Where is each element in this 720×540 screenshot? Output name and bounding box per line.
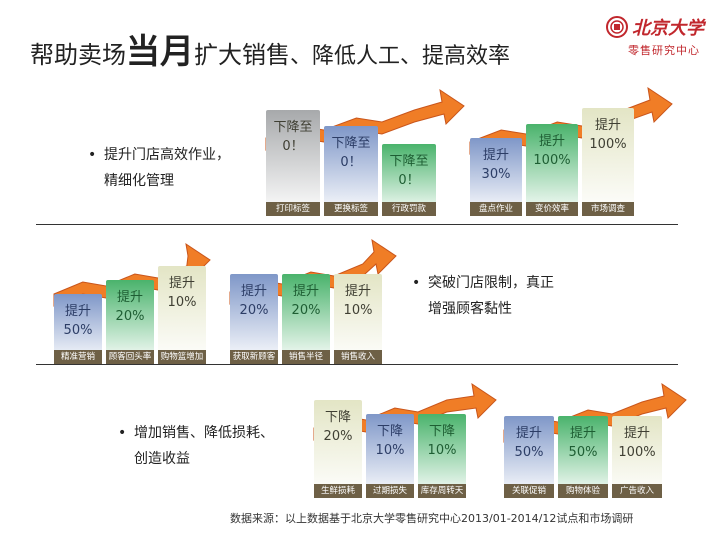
bullet-dot-icon: • <box>412 275 421 291</box>
stat-value: 提升 100% <box>618 426 656 460</box>
stat-label: 更换标签 <box>324 202 378 216</box>
stat-value: 提升 10% <box>167 276 197 310</box>
section-divider <box>36 364 678 365</box>
stat-value: 提升 20% <box>291 284 321 318</box>
stat-label: 销售收入 <box>334 350 382 364</box>
stat-bar: 提升 100% 变价效率 <box>526 124 578 216</box>
stat-bar: 提升 10% 购物篮增加 <box>158 266 206 364</box>
stat-bar: 提升 30% 盘点作业 <box>470 138 522 216</box>
stat-label: 过期损失 <box>366 484 414 498</box>
stat-bar: 提升 20% 销售半径 <box>282 274 330 364</box>
stat-label: 获取新顾客 <box>230 350 278 364</box>
stat-group-revenue: 提升 50% 关联促销 提升 50% 购物体验 提升 100% 广告收入 <box>496 374 690 498</box>
stat-bar: 提升 50% 关联促销 <box>504 416 554 498</box>
stat-bar: 下降 10% 过期损失 <box>366 414 414 498</box>
stat-bar: 提升 50% 精准营销 <box>54 294 102 364</box>
stat-label: 购物体验 <box>558 484 608 498</box>
stat-bar: 下降至 0！ 行政罚款 <box>382 144 436 216</box>
stat-bar: 下降 10% 库存周转天 <box>418 414 466 498</box>
stat-bar: 下降至 0！ 打印标签 <box>266 110 320 216</box>
logo-subtitle: 零售研究中心 <box>628 44 700 57</box>
bullet-text: • 提升门店高效作业， 精细化管理 <box>88 142 230 194</box>
stat-label: 行政罚款 <box>382 202 436 216</box>
stat-group-loss: 下降 20% 生鲜损耗 下降 10% 过期损失 下降 10% 库存周转天 <box>300 374 500 498</box>
stat-label: 打印标签 <box>266 202 320 216</box>
stat-group-efficiency: 提升 30% 盘点作业 提升 100% 变价效率 提升 100% 市场调查 <box>462 78 676 216</box>
stat-label: 顾客回头率 <box>106 350 154 364</box>
stat-value: 下降至 0！ <box>331 136 371 170</box>
stat-value: 下降 10% <box>375 424 405 458</box>
seal-icon <box>606 16 628 38</box>
stat-bar: 提升 100% 广告收入 <box>612 416 662 498</box>
stat-label: 变价效率 <box>526 202 578 216</box>
bullet-dot-icon: • <box>118 425 127 441</box>
stat-group-store-ops: 下降至 0！ 打印标签 下降至 0！ 更换标签 下降至 0！ 行政罚款 <box>254 80 468 216</box>
stat-label: 关联促销 <box>504 484 554 498</box>
stat-value: 提升 50% <box>63 304 93 338</box>
stat-value: 提升 100% <box>533 134 571 168</box>
stat-value: 提升 30% <box>481 148 511 182</box>
stat-bar: 提升 20% 顾客回头率 <box>106 280 154 364</box>
stat-value: 下降至 0！ <box>389 154 429 188</box>
stat-label: 广告收入 <box>612 484 662 498</box>
stat-bar: 提升 20% 获取新顾客 <box>230 274 278 364</box>
stat-value: 下降 20% <box>323 410 353 444</box>
logo-name: 北京大学 <box>632 18 704 39</box>
title-part-1: 帮助卖场 <box>30 41 126 69</box>
stat-value: 提升 20% <box>115 290 145 324</box>
stat-value: 提升 20% <box>239 284 269 318</box>
stat-bar: 提升 10% 销售收入 <box>334 274 382 364</box>
bullet-dot-icon: • <box>88 147 97 163</box>
logo: 北京大学 零售研究中心 <box>606 14 716 60</box>
stat-label: 购物篮增加 <box>158 350 206 364</box>
bullet-text: • 增加销售、降低损耗、 创造收益 <box>118 420 274 472</box>
stat-group-loyalty: 提升 50% 精准营销 提升 20% 顾客回头率 提升 10% 购物篮增加 <box>50 234 214 364</box>
stat-value: 提升 50% <box>514 426 544 460</box>
stat-label: 库存周转天 <box>418 484 466 498</box>
title-emphasis: 当月 <box>126 32 194 72</box>
stat-bar: 下降至 0！ 更换标签 <box>324 126 378 216</box>
stat-value: 提升 100% <box>589 118 627 152</box>
stat-value: 下降至 0！ <box>273 120 313 154</box>
page-title: 帮助卖场当月扩大销售、降低人工、提高效率 <box>30 24 510 73</box>
stat-label: 精准营销 <box>54 350 102 364</box>
stat-value: 提升 50% <box>568 426 598 460</box>
stat-label: 盘点作业 <box>470 202 522 216</box>
stat-value: 下降 10% <box>427 424 457 458</box>
section-divider <box>36 224 678 225</box>
stat-group-reach: 提升 20% 获取新顾客 提升 20% 销售半径 提升 10% 销售收入 <box>226 230 400 364</box>
stat-bar: 下降 20% 生鲜损耗 <box>314 400 362 498</box>
data-source-note: 数据来源：以上数据基于北京大学零售研究中心2013/01-2014/12试点和市… <box>230 512 634 525</box>
stat-bar: 提升 100% 市场调查 <box>582 108 634 216</box>
stat-label: 生鲜损耗 <box>314 484 362 498</box>
title-part-4: 、降低人工、提高效率 <box>290 44 511 69</box>
stat-label: 市场调查 <box>582 202 634 216</box>
title-part-3: 扩大销售 <box>194 41 290 69</box>
stat-value: 提升 10% <box>343 284 373 318</box>
stat-bar: 提升 50% 购物体验 <box>558 416 608 498</box>
stat-label: 销售半径 <box>282 350 330 364</box>
bullet-text: • 突破门店限制，真正 增强顾客黏性 <box>412 270 554 322</box>
